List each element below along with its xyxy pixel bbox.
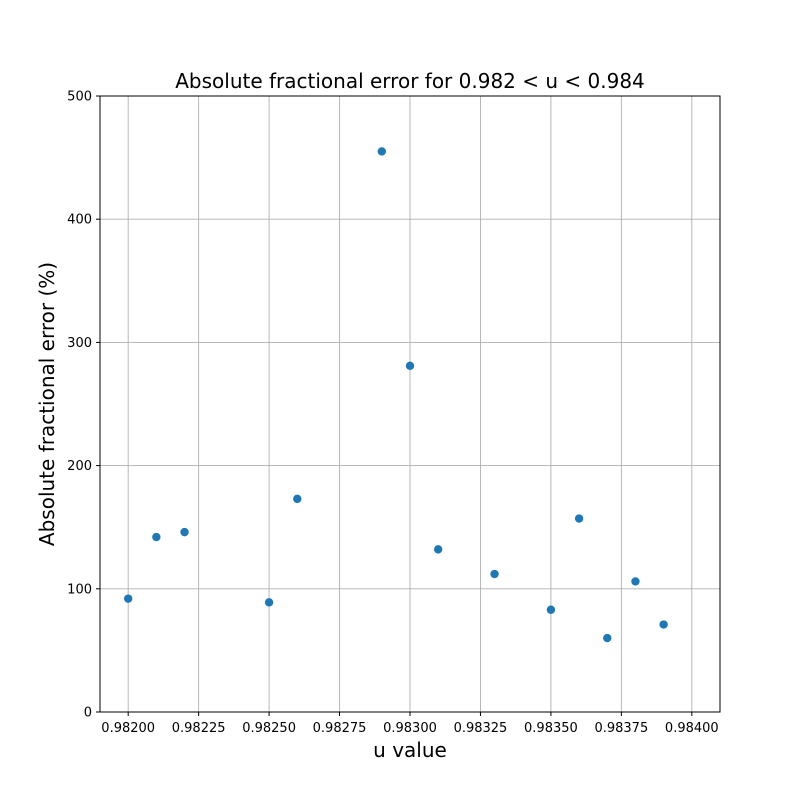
data-point <box>293 494 302 504</box>
data-point <box>603 633 612 643</box>
data-point <box>180 527 189 537</box>
axis-ticks: 0.98200 0.98225 0.98250 0.98275 0.98300 0.983… <box>67 90 719 737</box>
x-tick-label: 0.98300 <box>383 721 437 736</box>
y-tick-label: 300 <box>67 336 92 351</box>
data-point <box>123 594 133 603</box>
y-tick-label: 500 <box>67 90 92 105</box>
data-point <box>433 545 443 554</box>
data-point <box>546 605 556 614</box>
y-tick-label: 200 <box>67 459 92 474</box>
y-tick-label: 400 <box>67 213 92 228</box>
data-point <box>405 361 415 371</box>
grid <box>100 96 720 712</box>
data-point <box>574 514 584 523</box>
y-tick-label: 0 <box>84 706 92 721</box>
data-point <box>490 569 499 579</box>
x-tick-label: 0.98250 <box>242 721 296 736</box>
x-tick-label: 0.98350 <box>524 721 578 736</box>
data-point <box>631 577 640 586</box>
x-axis-label: u value <box>373 738 447 762</box>
x-tick-label: 0.98200 <box>101 721 155 736</box>
x-tick-label: 0.98325 <box>454 721 508 736</box>
data-point <box>659 620 668 629</box>
chart-title: Absolute fractional error for 0.982 < u … <box>175 69 645 93</box>
x-tick-label: 0.98275 <box>313 721 367 736</box>
x-tick-label: 0.98375 <box>594 721 648 736</box>
x-tick-label: 0.98400 <box>665 721 719 736</box>
data-point <box>152 532 161 542</box>
data-points <box>123 147 668 643</box>
x-tick-label: 0.98225 <box>172 721 226 736</box>
y-axis-label: Absolute fractional error (%) <box>35 262 59 546</box>
y-tick-label: 100 <box>67 582 92 597</box>
data-point <box>377 147 387 156</box>
data-point <box>264 598 274 607</box>
